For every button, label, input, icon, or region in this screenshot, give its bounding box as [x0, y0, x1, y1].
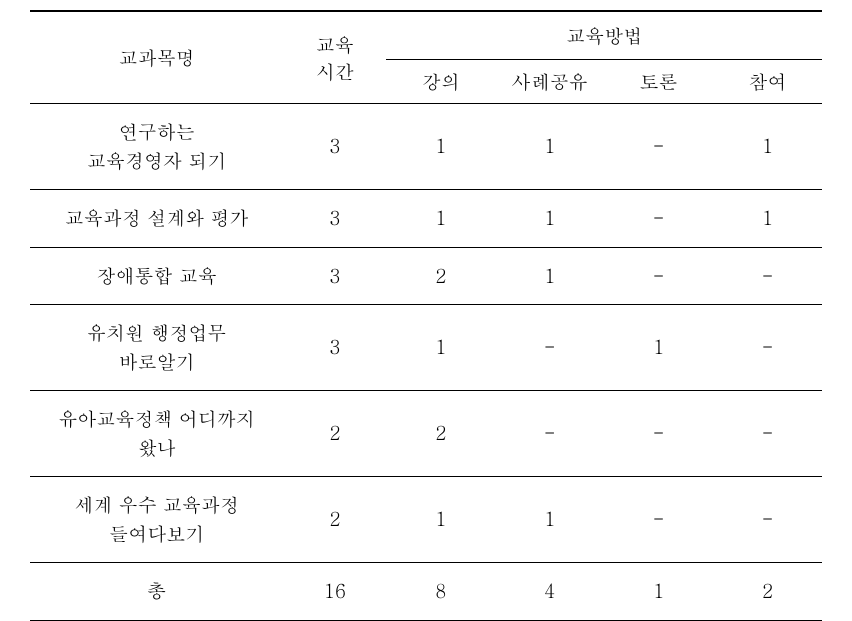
cell-lecture: 1 [386, 104, 495, 190]
cell-discussion: - [604, 104, 713, 190]
cell-case-sharing: - [495, 305, 604, 391]
cell-hours: 3 [283, 104, 386, 190]
table-row: 연구하는교육경영자 되기 3 1 1 - 1 [30, 104, 822, 190]
cell-discussion: - [604, 477, 713, 563]
cell-hours: 3 [283, 190, 386, 248]
table-row: 장애통합 교육 3 2 1 - - [30, 247, 822, 305]
cell-case-sharing: 1 [495, 477, 604, 563]
cell-discussion: - [604, 391, 713, 477]
table-row: 유아교육정책 어디까지왔나 2 2 - - - [30, 391, 822, 477]
cell-participation: - [713, 247, 822, 305]
cell-participation: - [713, 305, 822, 391]
table-row: 교육과정 설계와 평가 3 1 1 - 1 [30, 190, 822, 248]
cell-case-sharing: 1 [495, 190, 604, 248]
cell-lecture: 2 [386, 247, 495, 305]
table-row: 세계 우수 교육과정들여다보기 2 1 1 - - [30, 477, 822, 563]
cell-case-sharing: - [495, 391, 604, 477]
cell-course-name: 장애통합 교육 [30, 247, 283, 305]
cell-hours: 3 [283, 247, 386, 305]
header-discussion: 토론 [604, 60, 713, 104]
table-row: 유치원 행정업무바로알기 3 1 - 1 - [30, 305, 822, 391]
cell-hours: 3 [283, 305, 386, 391]
header-course-name: 교과목명 [30, 11, 283, 104]
cell-lecture: 1 [386, 477, 495, 563]
cell-discussion: - [604, 190, 713, 248]
header-case-sharing: 사례공유 [495, 60, 604, 104]
cell-total-participation: 2 [713, 563, 822, 621]
cell-course-name: 교육과정 설계와 평가 [30, 190, 283, 248]
header-methods-group: 교육방법 [386, 11, 822, 60]
cell-participation: - [713, 391, 822, 477]
header-participation: 참여 [713, 60, 822, 104]
cell-discussion: 1 [604, 305, 713, 391]
table-body: 연구하는교육경영자 되기 3 1 1 - 1 교육과정 설계와 평가 3 1 1… [30, 104, 822, 621]
cell-hours: 2 [283, 391, 386, 477]
cell-course-name: 연구하는교육경영자 되기 [30, 104, 283, 190]
total-row: 총 16 8 4 1 2 [30, 563, 822, 621]
cell-total-label: 총 [30, 563, 283, 621]
cell-total-case-sharing: 4 [495, 563, 604, 621]
cell-lecture: 2 [386, 391, 495, 477]
cell-course-name: 유아교육정책 어디까지왔나 [30, 391, 283, 477]
cell-case-sharing: 1 [495, 104, 604, 190]
cell-total-hours: 16 [283, 563, 386, 621]
cell-case-sharing: 1 [495, 247, 604, 305]
header-hours: 교육시간 [283, 11, 386, 104]
cell-hours: 2 [283, 477, 386, 563]
cell-participation: - [713, 477, 822, 563]
cell-lecture: 1 [386, 190, 495, 248]
cell-total-lecture: 8 [386, 563, 495, 621]
cell-total-discussion: 1 [604, 563, 713, 621]
cell-discussion: - [604, 247, 713, 305]
cell-participation: 1 [713, 104, 822, 190]
cell-participation: 1 [713, 190, 822, 248]
header-row-1: 교과목명 교육시간 교육방법 [30, 11, 822, 60]
cell-lecture: 1 [386, 305, 495, 391]
header-lecture: 강의 [386, 60, 495, 104]
curriculum-table: 교과목명 교육시간 교육방법 강의 사례공유 토론 참여 연구하는교육경영자 되… [30, 10, 822, 621]
cell-course-name: 세계 우수 교육과정들여다보기 [30, 477, 283, 563]
cell-course-name: 유치원 행정업무바로알기 [30, 305, 283, 391]
